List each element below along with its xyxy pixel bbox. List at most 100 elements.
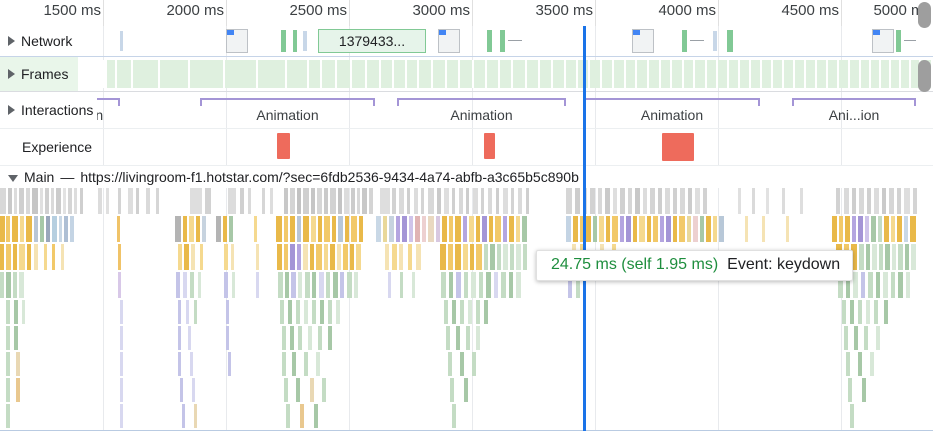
flame-bar[interactable] [509, 272, 513, 298]
flame-bar[interactable] [324, 188, 328, 214]
flame-bar[interactable] [868, 272, 873, 298]
flame-bar[interactable] [359, 216, 363, 242]
frame-bar[interactable] [590, 60, 601, 88]
network-request-bar[interactable] [438, 29, 460, 53]
flame-bar[interactable] [351, 216, 357, 242]
flame-bar[interactable] [460, 352, 464, 376]
flame-bar[interactable] [503, 216, 507, 242]
flame-bar[interactable] [63, 188, 66, 214]
flame-bar[interactable] [26, 216, 32, 242]
frame-bar[interactable] [527, 60, 539, 88]
flame-bar[interactable] [444, 188, 449, 214]
flame-bar[interactable] [738, 188, 741, 214]
frame-bar[interactable] [309, 60, 321, 88]
flame-bar[interactable] [428, 188, 434, 214]
flame-bar[interactable] [450, 378, 454, 402]
flame-bar[interactable] [399, 244, 403, 270]
flame-bar[interactable] [12, 216, 18, 242]
flame-bar[interactable] [45, 188, 49, 214]
chevron-right-icon[interactable] [8, 69, 15, 79]
flame-bar[interactable] [228, 188, 236, 214]
flame-bar[interactable] [186, 300, 189, 324]
flame-bar[interactable] [312, 300, 316, 324]
flame-bar[interactable] [620, 188, 625, 214]
flame-bar[interactable] [27, 244, 31, 270]
flame-bar[interactable] [328, 326, 332, 350]
frame-bar[interactable] [784, 60, 794, 88]
flame-bar[interactable] [285, 272, 289, 298]
flame-bar[interactable] [337, 244, 341, 270]
flame-bar[interactable] [146, 188, 150, 214]
flame-bar[interactable] [613, 188, 617, 214]
flame-bar[interactable] [516, 216, 520, 242]
flame-bar[interactable] [878, 216, 882, 242]
flame-bar[interactable] [224, 244, 228, 270]
flame-bar[interactable] [874, 188, 879, 214]
flame-bar[interactable] [311, 216, 316, 242]
flame-bar[interactable] [291, 272, 296, 298]
frame-bar[interactable] [614, 60, 625, 88]
flame-bar[interactable] [466, 326, 470, 350]
frame-bar[interactable] [487, 60, 499, 88]
flame-bar[interactable] [26, 188, 30, 214]
frame-bar[interactable] [881, 60, 890, 88]
flame-bar[interactable] [762, 216, 765, 242]
network-request-bar[interactable] [713, 31, 717, 51]
flame-bar[interactable] [883, 272, 888, 298]
flame-bar[interactable] [226, 300, 229, 324]
flame-bar[interactable] [190, 188, 202, 214]
flame-bar[interactable] [409, 216, 413, 242]
flame-bar[interactable] [278, 272, 283, 298]
flame-bar[interactable] [399, 188, 404, 214]
flame-bar[interactable] [884, 216, 889, 242]
flame-bar[interactable] [516, 244, 521, 270]
flame-bar[interactable] [752, 188, 755, 214]
flame-bar[interactable] [182, 404, 185, 428]
flame-bar[interactable] [494, 272, 498, 298]
flame-bar[interactable] [40, 188, 43, 214]
flame-bar[interactable] [357, 188, 360, 214]
flame-bar[interactable] [905, 244, 909, 270]
flame-bar[interactable] [476, 216, 480, 242]
flame-bar[interactable] [183, 216, 187, 242]
network-request-bar[interactable] [632, 29, 654, 53]
frame-bar[interactable] [367, 60, 380, 88]
flame-bar[interactable] [389, 216, 394, 242]
frame-bar[interactable] [695, 60, 706, 88]
flame-bar[interactable] [196, 216, 200, 242]
flame-bar[interactable] [449, 272, 453, 298]
flame-bar[interactable] [6, 300, 10, 324]
flame-bar[interactable] [380, 188, 390, 214]
flame-bar[interactable] [876, 326, 880, 350]
frames-strip[interactable] [0, 60, 933, 88]
flame-bar[interactable] [270, 188, 273, 214]
flame-bar[interactable] [118, 244, 121, 270]
flame-bar[interactable] [296, 300, 300, 324]
flame-bar[interactable] [303, 244, 308, 270]
flame-bar[interactable] [52, 216, 57, 242]
frame-bar[interactable] [553, 60, 565, 88]
frame-bar[interactable] [419, 60, 432, 88]
flame-bar[interactable] [859, 188, 864, 214]
flame-bar[interactable] [455, 244, 461, 270]
flame-bar[interactable] [303, 188, 309, 214]
flame-bar[interactable] [719, 216, 724, 242]
flame-bar[interactable] [240, 188, 244, 214]
frame-bar[interactable] [773, 60, 783, 88]
flame-bar[interactable] [180, 378, 183, 402]
flame-bar[interactable] [913, 188, 917, 214]
flame-bar[interactable] [889, 188, 894, 214]
flame-bar[interactable] [396, 216, 400, 242]
flame-bar[interactable] [347, 272, 352, 298]
flame-bar[interactable] [910, 216, 916, 242]
network-request-bar[interactable] [896, 30, 901, 52]
flame-bar[interactable] [476, 300, 480, 324]
flame-bar[interactable] [400, 272, 403, 298]
flame-bar[interactable] [866, 300, 870, 324]
flame-bar[interactable] [316, 244, 322, 270]
flame-bar[interactable] [599, 216, 604, 242]
flame-bar[interactable] [194, 404, 197, 428]
flame-bar[interactable] [839, 216, 843, 242]
flame-bar[interactable] [766, 188, 769, 214]
flame-bar[interactable] [40, 216, 44, 242]
